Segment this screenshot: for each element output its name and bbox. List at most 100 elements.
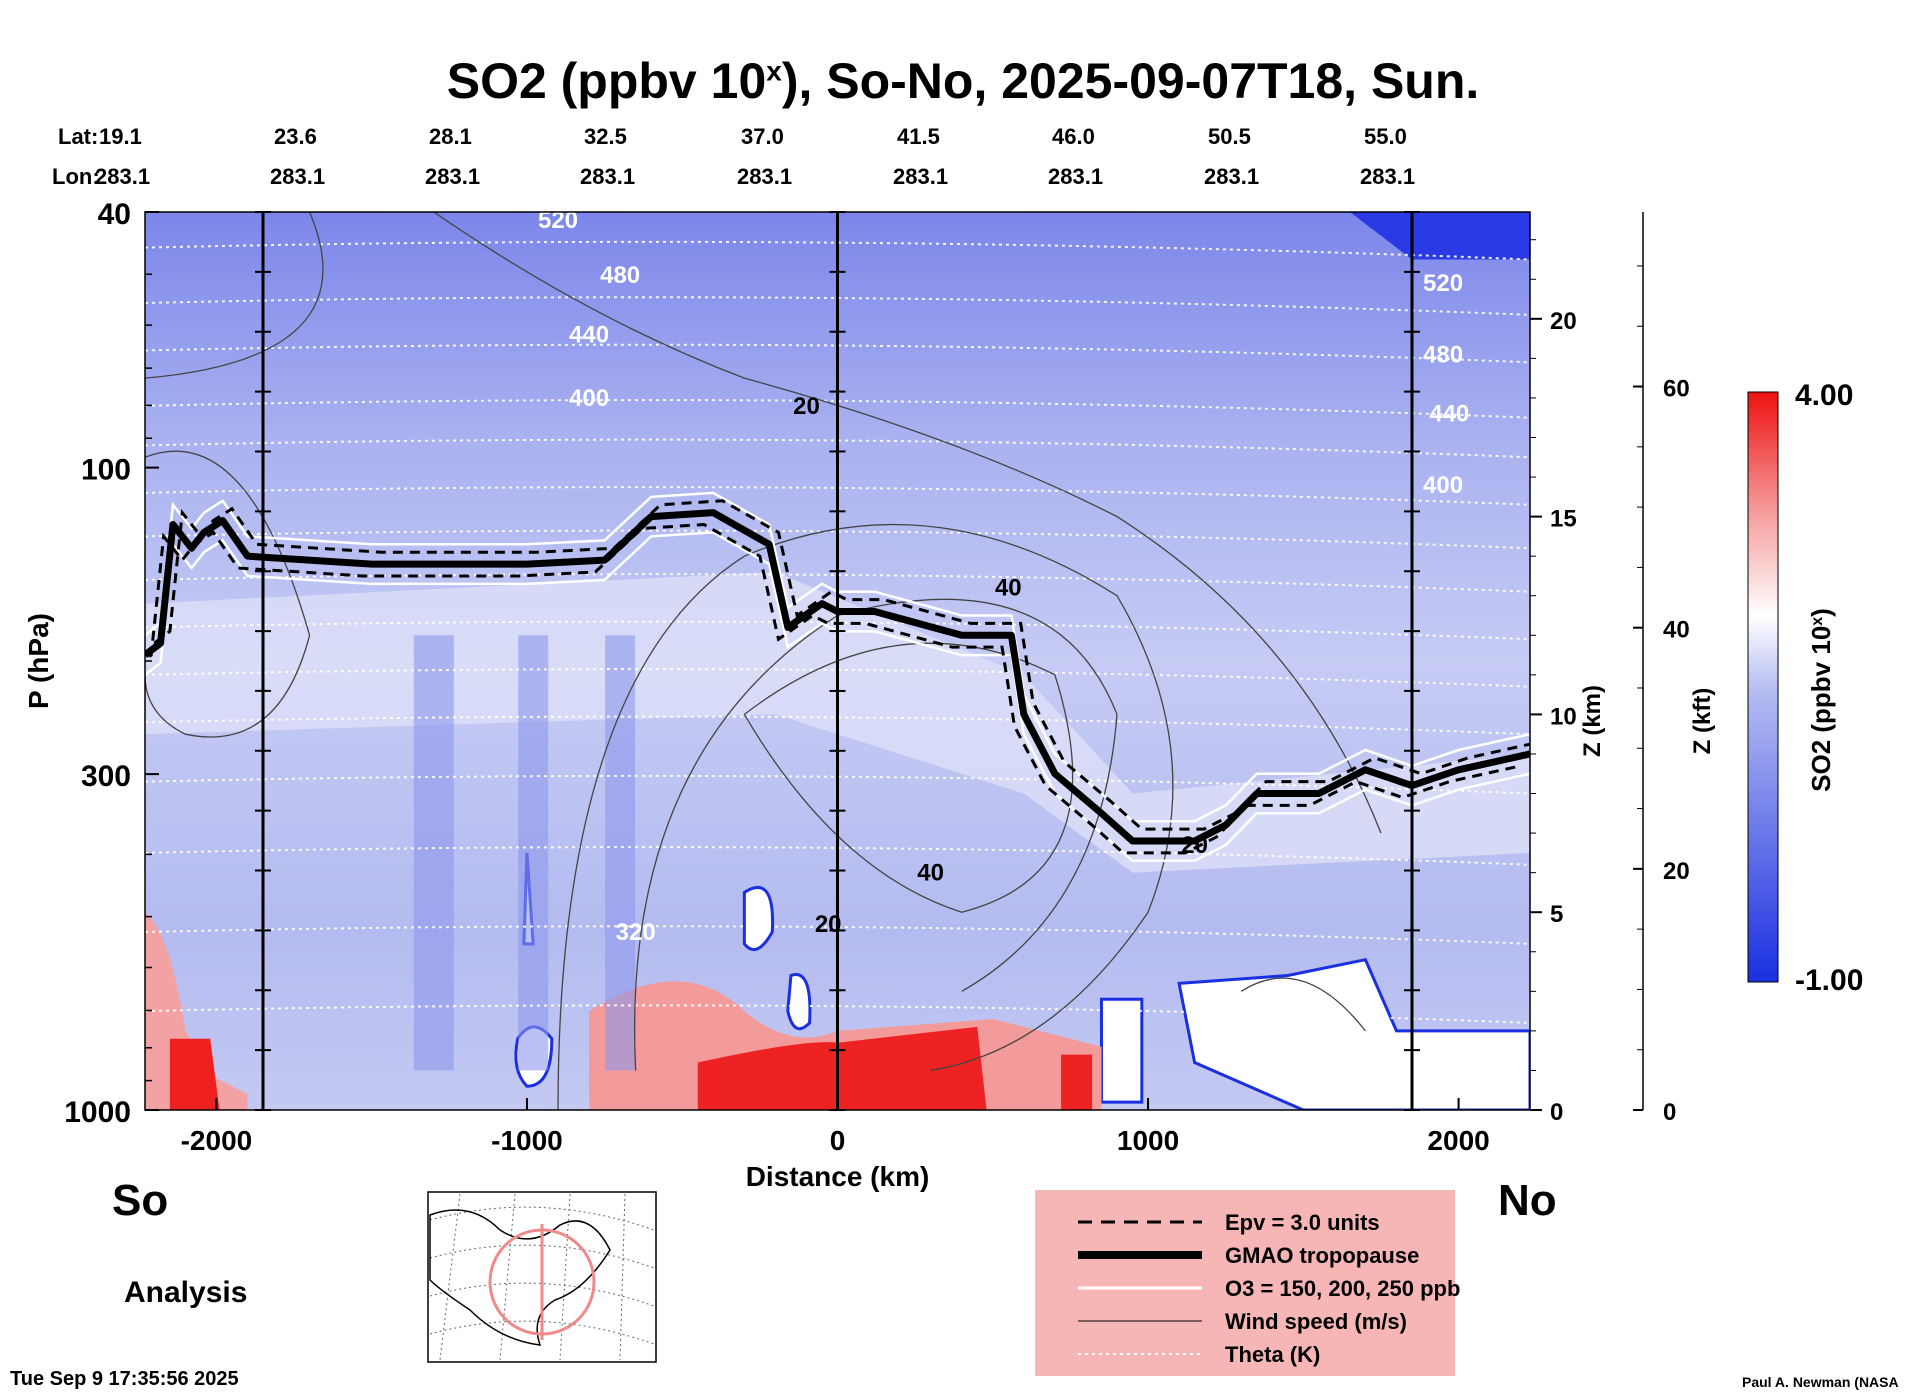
theta-line-7 xyxy=(145,529,1530,550)
y-tick-label-3: 300 xyxy=(81,760,131,793)
legend-label-1: Epv = 3.0 units xyxy=(1225,1210,1380,1235)
so2-low-region-5 xyxy=(1177,957,1530,1110)
theta-label-6: 480 xyxy=(1423,341,1463,368)
colorbar-label: SO2 (ppbv 10x) xyxy=(1806,608,1836,792)
theta-line-2 xyxy=(145,296,1530,316)
so2-surface-red-spot xyxy=(1061,1054,1093,1110)
theta-line-12 xyxy=(145,774,1530,795)
wind-contour-1 xyxy=(433,212,1382,834)
theta-line-14 xyxy=(145,925,1530,945)
zkft-tick-label-1: 0 xyxy=(1663,1099,1676,1126)
zkm-tick-label-3: 10 xyxy=(1550,703,1577,730)
lon-value-5: 283.1 xyxy=(737,164,793,189)
y-tick-label-1: 40 xyxy=(98,198,131,231)
wind-contour-7 xyxy=(1240,977,1366,1032)
wind-contour-3 xyxy=(634,598,1118,1071)
x-tick-label-4: 1000 xyxy=(1117,1125,1179,1156)
colorbar-max-label: 4.00 xyxy=(1795,379,1853,412)
legend-label-4: Wind speed (m/s) xyxy=(1225,1309,1407,1334)
lat-value-8: 50.5 xyxy=(1208,124,1251,149)
zkft-tick-label-4: 60 xyxy=(1663,376,1690,403)
lon-value-2: 283.1 xyxy=(270,164,326,189)
wind-label-3: 40 xyxy=(917,860,944,887)
lat-value-1: 19.1 xyxy=(99,124,142,149)
so2-low-region-6 xyxy=(1099,997,1144,1104)
theta-line-5 xyxy=(145,438,1530,459)
wind-contour-5 xyxy=(145,450,311,738)
zkm-tick-label-5: 20 xyxy=(1550,308,1577,335)
lat-value-4: 32.5 xyxy=(584,124,627,149)
theta-line-10 xyxy=(145,668,1530,688)
so2-surface-red-core-center xyxy=(697,1026,987,1110)
theta-label-1: 520 xyxy=(538,207,578,234)
so2-vertical-streak-1 xyxy=(413,635,454,1071)
lon-value-1: 283.1 xyxy=(95,164,151,189)
theta-line-9 xyxy=(145,620,1530,641)
chart-title: SO2 (ppbv 10x), So-No, 2025-09-07T18, Su… xyxy=(446,53,1480,109)
lat-value-5: 37.0 xyxy=(741,124,784,149)
theta-label-4: 400 xyxy=(569,385,609,412)
lat-value-3: 28.1 xyxy=(429,124,472,149)
lon-value-3: 283.1 xyxy=(425,164,481,189)
theta-label-2: 480 xyxy=(600,262,640,289)
theta-line-11 xyxy=(145,715,1530,736)
lon-label: Lon: xyxy=(52,164,100,189)
zkft-axis-label: Z (kft) xyxy=(1689,688,1716,755)
theta-line-3 xyxy=(145,343,1530,364)
so2-low-region-4 xyxy=(786,973,812,1031)
colorbar xyxy=(1747,391,1779,983)
x-tick-label-1: -2000 xyxy=(181,1125,253,1156)
left-end-label: So xyxy=(112,1176,169,1225)
zkm-tick-label-2: 5 xyxy=(1550,901,1563,928)
wind-contour-6 xyxy=(145,212,324,379)
x-tick-label-5: 2000 xyxy=(1427,1125,1489,1156)
y-tick-label-2: 100 xyxy=(81,454,131,487)
credit-text: Paul A. Newman (NASA xyxy=(1742,1374,1899,1390)
epv-contour-1 xyxy=(153,499,1530,831)
analysis-label: Analysis xyxy=(124,1276,248,1309)
lon-value-4: 283.1 xyxy=(580,164,636,189)
legend: Epv = 3.0 units GMAO tropopause O3 = 150, … xyxy=(1035,1190,1460,1376)
lat-value-9: 55.0 xyxy=(1364,124,1407,149)
theta-line-6 xyxy=(145,486,1530,506)
wind-label-2: 40 xyxy=(995,575,1022,602)
theta-label-5: 520 xyxy=(1423,270,1463,297)
wind-label-1: 20 xyxy=(793,393,820,420)
lon-value-8: 283.1 xyxy=(1204,164,1260,189)
zkm-axis-label: Z (km) xyxy=(1579,685,1606,757)
right-end-label: No xyxy=(1498,1176,1557,1225)
legend-label-3: O3 = 150, 200, 250 ppb xyxy=(1225,1276,1460,1301)
wind-contour-2 xyxy=(557,523,1174,1110)
so2-surface-red-core-left xyxy=(169,1038,220,1110)
lon-value-9: 283.1 xyxy=(1360,164,1416,189)
lon-value-6: 283.1 xyxy=(893,164,949,189)
x-axis-label: Distance (km) xyxy=(746,1161,930,1192)
theta-label-3: 440 xyxy=(569,322,609,349)
wind-contour-4 xyxy=(743,642,1074,913)
legend-label-5: Theta (K) xyxy=(1225,1342,1320,1367)
theta-label-8: 400 xyxy=(1423,472,1463,499)
zkm-tick-label-1: 0 xyxy=(1550,1099,1563,1126)
theta-label-9: 320 xyxy=(616,919,656,946)
wind-label-4: 20 xyxy=(1181,832,1208,859)
lat-label: Lat: xyxy=(58,124,99,149)
theta-line-4 xyxy=(145,399,1530,419)
inset-map-coastline xyxy=(429,1209,611,1346)
so2-low-region-3 xyxy=(742,886,775,952)
colorbar-min-label: -1.00 xyxy=(1795,964,1863,997)
theta-line-15 xyxy=(145,1004,1530,1024)
theta-label-7: 440 xyxy=(1429,401,1469,428)
theta-line-8 xyxy=(145,573,1530,593)
zkft-tick-label-3: 40 xyxy=(1663,617,1690,644)
so2-vertical-streak-3 xyxy=(605,635,636,1071)
lat-value-6: 41.5 xyxy=(897,124,940,149)
so2-vertical-streak-2 xyxy=(518,635,549,1071)
timestamp: Tue Sep 9 17:35:56 2025 xyxy=(10,1368,239,1390)
so2-high-altitude-blue xyxy=(1349,212,1530,260)
inset-map xyxy=(427,1191,657,1363)
legend-label-2: GMAO tropopause xyxy=(1225,1243,1419,1268)
lon-value-7: 283.1 xyxy=(1048,164,1104,189)
theta-line-1 xyxy=(145,240,1530,261)
x-tick-label-2: -1000 xyxy=(491,1125,563,1156)
